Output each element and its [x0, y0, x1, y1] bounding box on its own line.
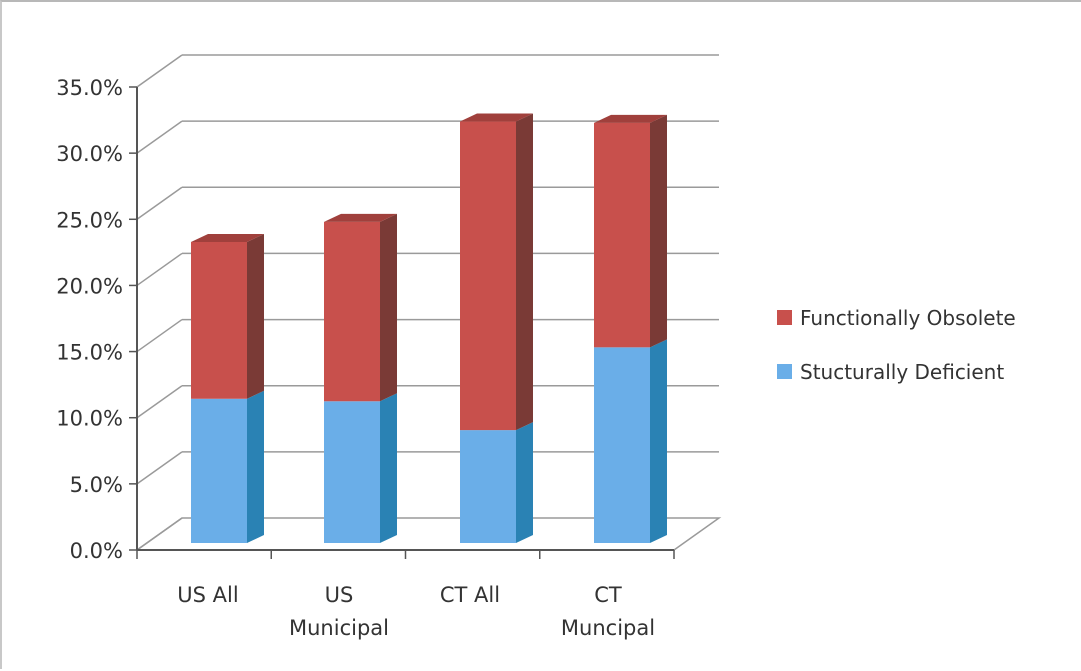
x-category-label: Muncipal	[561, 616, 655, 640]
bar-side-1-0	[247, 233, 264, 399]
legend-swatch	[777, 310, 792, 325]
chart-floor	[136, 517, 722, 551]
legend-label: Functionally Obsolete	[800, 306, 1016, 330]
bar-top-1	[324, 213, 397, 222]
y-tick-label: 25.0%	[56, 208, 123, 232]
x-category-label: US	[325, 583, 354, 607]
legend-label: Stucturally Deficient	[800, 360, 1004, 384]
x-category-label: US All	[177, 583, 238, 607]
y-tick-label: 30.0%	[56, 142, 123, 166]
legend: Functionally Obsolete Stucturally Deficie…	[777, 306, 1016, 384]
axis-labels: 0.0% 5.0% 10.0% 15.0% 20.0% 25.0% 30.0% 35.0% US…	[56, 76, 655, 640]
gridline-depth	[136, 54, 183, 88]
bar-front-0-2	[460, 430, 516, 543]
y-tick-label: 5.0%	[70, 473, 123, 497]
x-category-label: CT All	[440, 583, 500, 607]
y-tick-label: 0.0%	[70, 539, 123, 563]
x-category-label: CT	[594, 583, 622, 607]
bar-front-1-2	[460, 121, 516, 431]
bar-side-1-3	[650, 114, 667, 348]
gridline-depth	[136, 385, 183, 419]
gridline-depth	[136, 120, 183, 154]
y-tick-label: 20.0%	[56, 274, 123, 298]
bar-front-0-0	[191, 398, 247, 543]
bar-top-0	[191, 233, 264, 242]
gridline-depth	[136, 186, 183, 220]
bar-side-1-1	[380, 213, 397, 402]
bar-side-0-2	[516, 422, 533, 543]
bar-top-2	[460, 113, 533, 122]
bar-side-1-2	[516, 113, 533, 431]
bar-side-0-0	[247, 390, 264, 543]
bar-front-0-3	[594, 347, 650, 543]
gridline-depth	[136, 252, 183, 287]
y-tick-label: 15.0%	[56, 341, 123, 365]
bar-side-0-1	[380, 393, 397, 543]
y-tick-label: 10.0%	[56, 407, 123, 431]
gridline-depth	[136, 451, 183, 485]
bar-top-3	[594, 114, 667, 123]
bar-front-0-1	[324, 401, 380, 543]
x-category-label: Municipal	[289, 616, 389, 640]
gridline-depth	[136, 318, 183, 353]
bar-front-1-0	[191, 241, 247, 399]
bar-side-0-3	[650, 339, 667, 543]
bar-front-1-1	[324, 221, 380, 402]
bars	[191, 113, 667, 543]
axes	[129, 86, 675, 559]
legend-swatch	[777, 364, 792, 379]
y-tick-label: 35.0%	[56, 76, 123, 100]
bar-front-1-3	[594, 122, 650, 348]
